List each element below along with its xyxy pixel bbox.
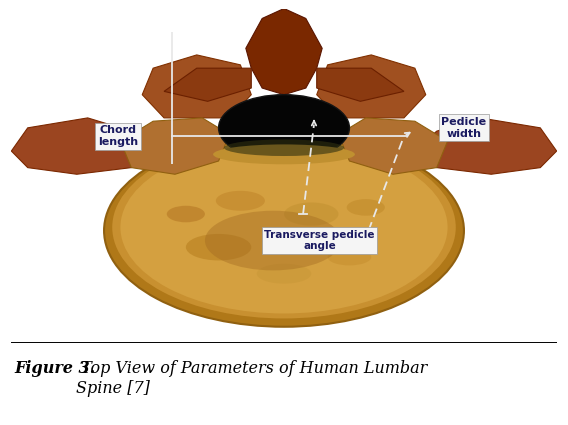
Text: Top View of Parameters of Human Lumbar
Spine [7]: Top View of Parameters of Human Lumbar S… (76, 360, 427, 397)
Polygon shape (164, 68, 251, 101)
Polygon shape (317, 68, 404, 101)
Polygon shape (11, 118, 153, 174)
Ellipse shape (120, 141, 448, 314)
Polygon shape (120, 118, 229, 174)
Ellipse shape (112, 136, 456, 318)
Ellipse shape (346, 199, 385, 216)
Ellipse shape (224, 139, 344, 156)
Polygon shape (246, 8, 322, 95)
Ellipse shape (167, 206, 205, 222)
Ellipse shape (257, 264, 311, 283)
Text: Figure 3.: Figure 3. (14, 360, 95, 377)
Ellipse shape (284, 202, 339, 226)
Text: Transverse pedicle
angle: Transverse pedicle angle (264, 230, 375, 251)
Ellipse shape (328, 249, 371, 265)
Ellipse shape (213, 144, 355, 164)
Polygon shape (339, 118, 448, 174)
Polygon shape (317, 55, 426, 118)
Ellipse shape (219, 95, 349, 161)
Ellipse shape (216, 191, 265, 211)
Ellipse shape (104, 134, 464, 327)
Ellipse shape (205, 211, 341, 270)
Polygon shape (415, 118, 557, 174)
Polygon shape (142, 55, 251, 118)
Text: Chord
length: Chord length (98, 125, 138, 147)
Text: Pedicle
width: Pedicle width (441, 117, 487, 139)
Ellipse shape (186, 234, 251, 261)
